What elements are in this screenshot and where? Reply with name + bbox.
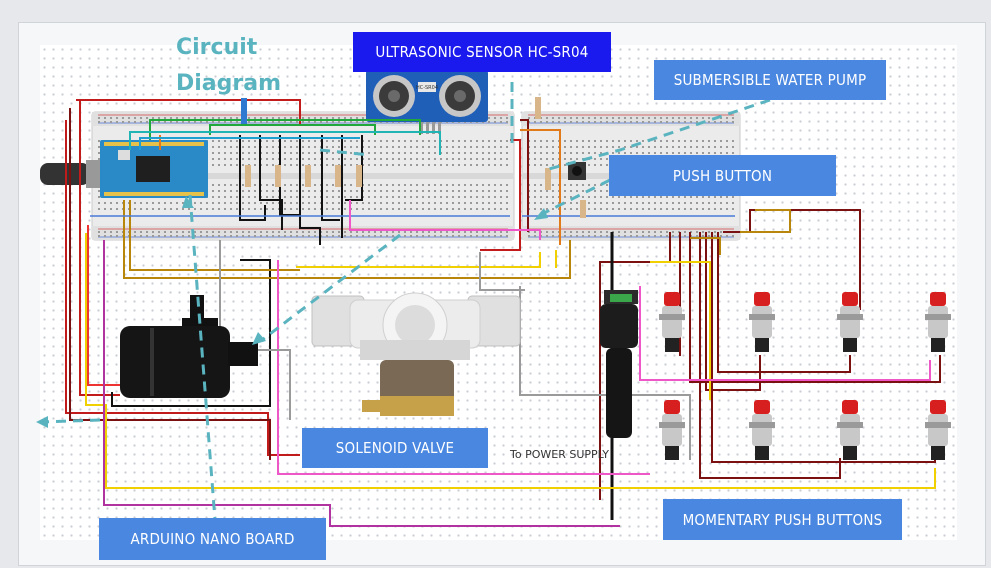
momentary-button-5 [659,400,685,460]
momentary-button-2 [749,292,775,352]
marker-bar [241,98,247,124]
resistors [245,97,586,218]
title-line2: Diagram [176,71,282,96]
momentary-buttons [659,292,951,460]
leader-lines [39,82,771,521]
ultrasonic-sensor: HC-SR04 [366,70,488,134]
momentary-button-6 [749,400,775,460]
ultrasonic-sensor-label: ULTRASONIC SENSOR HC-SR04 [353,32,611,72]
momentary-button-7 [837,400,863,460]
momentary-button-1 [659,292,685,352]
push-button-label: PUSH BUTTON [609,155,836,196]
arduino-nano [40,140,208,198]
title-line1: Circuit [176,35,258,60]
solenoid-valve-label: SOLENOID VALVE [302,428,488,468]
solenoid-valve [311,292,521,416]
dc-power-jack [600,290,638,438]
momentary-button-8 [925,400,951,460]
water-pump [120,295,258,398]
submersible-pump-label: SUBMERSIBLE WATER PUMP [654,60,886,100]
momentary-button-4 [925,292,951,352]
diagram-title: Circuit Diagram [176,30,281,102]
push-button-component [568,162,586,180]
arduino-nano-label: ARDUINO NANO BOARD [99,518,326,560]
power-supply-caption: To POWER SUPPLY [510,448,610,461]
momentary-buttons-label: MOMENTARY PUSH BUTTONS [663,499,902,540]
momentary-button-3 [837,292,863,352]
sensor-chip-label: HC-SR04 [416,85,438,91]
